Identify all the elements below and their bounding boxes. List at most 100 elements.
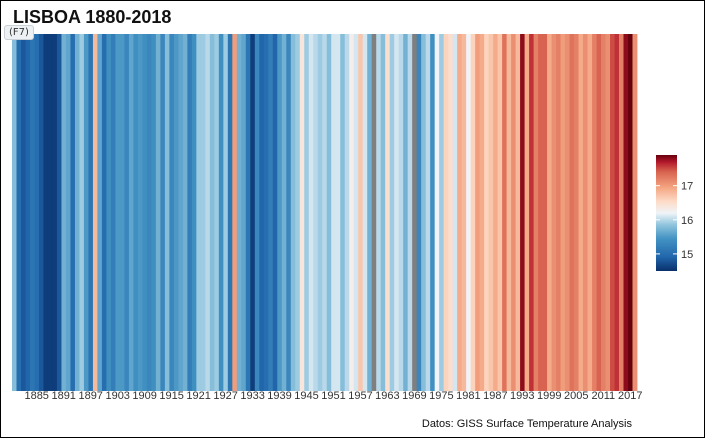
stripe-1908 <box>137 34 143 391</box>
x-axis: 1885 1891 1897 1903 1909 1915 1921 1927 1933 1939… <box>24 390 642 402</box>
stripe-1901 <box>106 34 112 391</box>
stripe-1887 <box>43 34 49 391</box>
x-tick-label: 1945 <box>294 390 318 402</box>
stripe-1950 <box>326 34 332 391</box>
stripe-1986 <box>488 34 494 391</box>
stripe-1940 <box>281 34 287 391</box>
x-tick-label: 1927 <box>213 390 237 402</box>
stripe-1977 <box>448 34 454 391</box>
stripe-1933 <box>250 34 256 391</box>
stripe-1962 <box>380 34 386 391</box>
chart-caption: Datos: GISS Surface Temperature Analysis <box>421 418 632 430</box>
stripe-2017 <box>628 34 633 391</box>
stripe-1921 <box>196 34 202 391</box>
hotkey-badge: (F7) <box>4 25 34 40</box>
stripe-1939 <box>277 34 283 391</box>
stripe-1886 <box>38 34 44 391</box>
stripe-1915 <box>169 34 175 391</box>
x-tick-label: 2005 <box>564 390 588 402</box>
x-tick-label: 1957 <box>348 390 372 402</box>
stripe-1963 <box>385 34 391 391</box>
stripe-1926 <box>218 34 224 391</box>
stripe-1898 <box>92 34 98 391</box>
stripe-1945 <box>304 34 310 391</box>
stripe-1918 <box>182 34 188 391</box>
stripe-1993 <box>520 34 525 391</box>
stripe-1941 <box>286 34 292 391</box>
x-tick-label: 1963 <box>375 390 399 402</box>
stripe-1961 <box>376 34 382 391</box>
stripe-1957 <box>358 34 364 391</box>
stripe-2014 <box>614 34 620 391</box>
stripe-1966 <box>398 34 404 391</box>
color-legend: 15 16 17 <box>656 155 693 271</box>
stripe-1883 <box>25 34 31 391</box>
x-tick-label: 1999 <box>537 390 561 402</box>
stripe-1976 <box>443 34 449 391</box>
x-tick-label: 1933 <box>240 390 264 402</box>
stripe-1949 <box>322 34 328 391</box>
stripe-1932 <box>245 34 251 391</box>
stripe-1881 <box>16 34 22 391</box>
stripe-1914 <box>164 34 170 391</box>
x-tick-label: 1903 <box>105 390 129 402</box>
stripe-1979 <box>457 34 463 391</box>
stripe-1927 <box>223 34 229 391</box>
stripe-1992 <box>515 34 521 391</box>
stripe-2002 <box>560 34 566 391</box>
stripe-1930 <box>236 34 242 391</box>
stripe-2005 <box>574 34 579 391</box>
stripe-1882 <box>20 34 26 391</box>
stripe-1996 <box>533 34 539 391</box>
stripe-1965 <box>394 34 400 391</box>
stripe-1999 <box>547 34 552 391</box>
stripe-1888 <box>47 34 53 391</box>
stripe-2013 <box>610 34 615 391</box>
stripe-1925 <box>214 34 220 391</box>
stripe-1985 <box>484 34 490 391</box>
stripe-1903 <box>115 34 121 391</box>
stripe-1911 <box>151 34 157 391</box>
stripe-1995 <box>529 34 534 391</box>
stripe-1953 <box>340 34 346 391</box>
stripe-1973 <box>430 34 436 391</box>
stripe-1983 <box>475 34 481 391</box>
stripe-1990 <box>506 34 512 391</box>
stripe-1935 <box>259 34 265 391</box>
stripe-1997 <box>538 34 543 391</box>
stripe-1978 <box>452 34 458 391</box>
stripe-1919 <box>187 34 193 391</box>
x-tick-label: 1951 <box>321 390 345 402</box>
stripe-1998 <box>542 34 548 391</box>
stripe-1964 <box>389 34 395 391</box>
stripe-1942 <box>290 34 296 391</box>
x-tick-label: 1909 <box>132 390 156 402</box>
stripe-1897 <box>88 34 94 391</box>
x-tick-label: 2011 <box>591 390 615 402</box>
stripe-1974 <box>434 34 440 391</box>
x-tick-label: 1969 <box>402 390 426 402</box>
stripe-1971 <box>421 34 427 391</box>
stripe-2004 <box>569 34 575 391</box>
x-tick-label: 1885 <box>24 390 48 402</box>
stripe-2003 <box>565 34 570 391</box>
stripe-1902 <box>110 34 116 391</box>
stripe-1913 <box>160 34 166 391</box>
stripe-2007 <box>583 34 588 391</box>
stripe-1944 <box>299 34 305 391</box>
x-tick-label: 1975 <box>429 390 453 402</box>
stripe-1954 <box>344 34 350 391</box>
legend-colorbar <box>656 155 677 271</box>
stripe-2009 <box>592 34 597 391</box>
chart-title: LISBOA 1880-2018 <box>13 7 172 27</box>
stripe-2000 <box>551 34 557 391</box>
x-tick-label: 1915 <box>159 390 183 402</box>
stripe-1906 <box>128 34 134 391</box>
stripe-1938 <box>272 34 278 391</box>
stripe-1899 <box>97 34 103 391</box>
stripe-1924 <box>209 34 215 391</box>
stripe-1894 <box>74 34 80 391</box>
stripe-1893 <box>70 34 76 391</box>
stripe-1972 <box>425 34 431 391</box>
